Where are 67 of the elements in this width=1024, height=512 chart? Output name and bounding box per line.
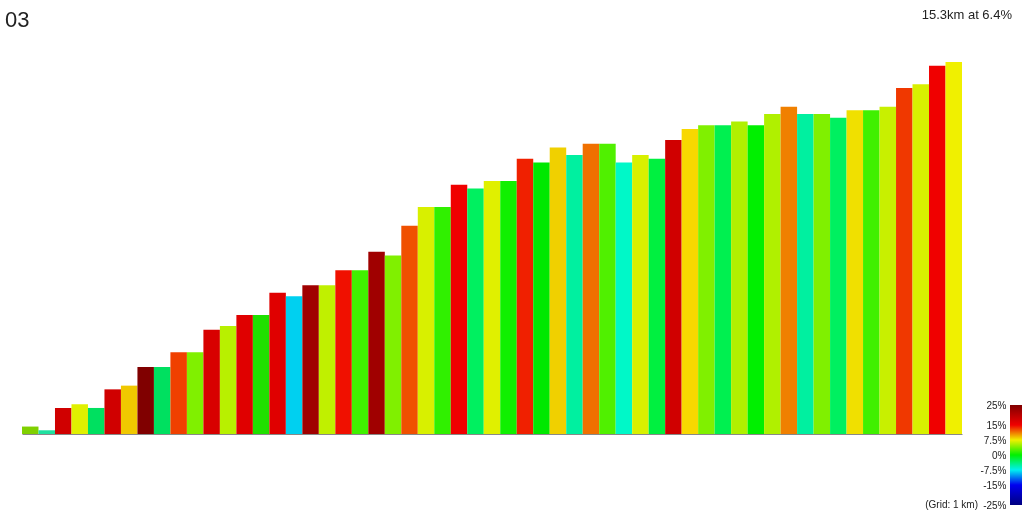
bar — [863, 110, 880, 434]
bar — [681, 128, 699, 434]
bar — [648, 158, 666, 434]
bar — [615, 162, 633, 434]
bar — [252, 314, 270, 434]
bar — [483, 181, 501, 434]
color-bar-label: 7.5% — [983, 434, 1007, 446]
bar — [401, 225, 418, 434]
bar — [929, 65, 946, 434]
bar — [764, 114, 781, 434]
bar — [599, 143, 616, 434]
bar — [731, 121, 748, 434]
bar — [120, 385, 138, 434]
bar — [582, 143, 600, 434]
bar — [22, 426, 39, 434]
color-bar-label: 0% — [992, 449, 1007, 461]
bar — [368, 251, 385, 434]
bar — [219, 326, 237, 434]
bar — [269, 292, 286, 434]
bar — [302, 285, 319, 434]
bar — [104, 389, 121, 434]
bar — [351, 270, 369, 434]
bar — [153, 367, 171, 434]
bar — [665, 140, 682, 434]
bar — [170, 352, 187, 434]
bar — [434, 207, 451, 434]
bar — [467, 188, 484, 434]
bar — [38, 430, 55, 434]
bar — [71, 404, 88, 434]
color-bar-label: -15% — [983, 479, 1007, 491]
bar — [632, 155, 649, 434]
text: (Grid: 1 km) — [925, 499, 978, 510]
bar — [846, 110, 864, 434]
chart-title: 03 — [5, 7, 30, 32]
bar — [236, 314, 253, 434]
bar — [417, 207, 435, 434]
bar — [797, 114, 814, 434]
color-bar-label: 15% — [986, 419, 1007, 431]
color-bar-label: -25% — [983, 499, 1007, 511]
bar — [54, 407, 72, 434]
color-bar-label: 25% — [986, 399, 1007, 411]
bar — [813, 114, 831, 434]
color-bar-label: -7.5% — [980, 464, 1007, 476]
bar — [450, 184, 468, 434]
bar — [566, 155, 583, 434]
bar — [879, 106, 897, 434]
bar — [516, 158, 534, 434]
bar — [533, 162, 550, 434]
bar — [549, 147, 567, 434]
bar — [87, 407, 105, 434]
bar — [945, 62, 962, 434]
bar — [896, 88, 913, 434]
bar — [912, 84, 930, 434]
bar — [830, 117, 847, 434]
bar — [318, 285, 336, 434]
bar — [698, 125, 715, 434]
bar — [384, 255, 402, 434]
bar — [500, 181, 517, 434]
chart-subtitle: 15.3km at 6.4% — [921, 7, 1013, 22]
bar — [285, 296, 303, 434]
bar — [714, 125, 732, 434]
bar — [335, 270, 352, 434]
bar — [203, 329, 220, 434]
bar — [780, 106, 798, 434]
bar — [747, 125, 765, 434]
bar — [186, 352, 204, 434]
bar — [137, 367, 154, 434]
